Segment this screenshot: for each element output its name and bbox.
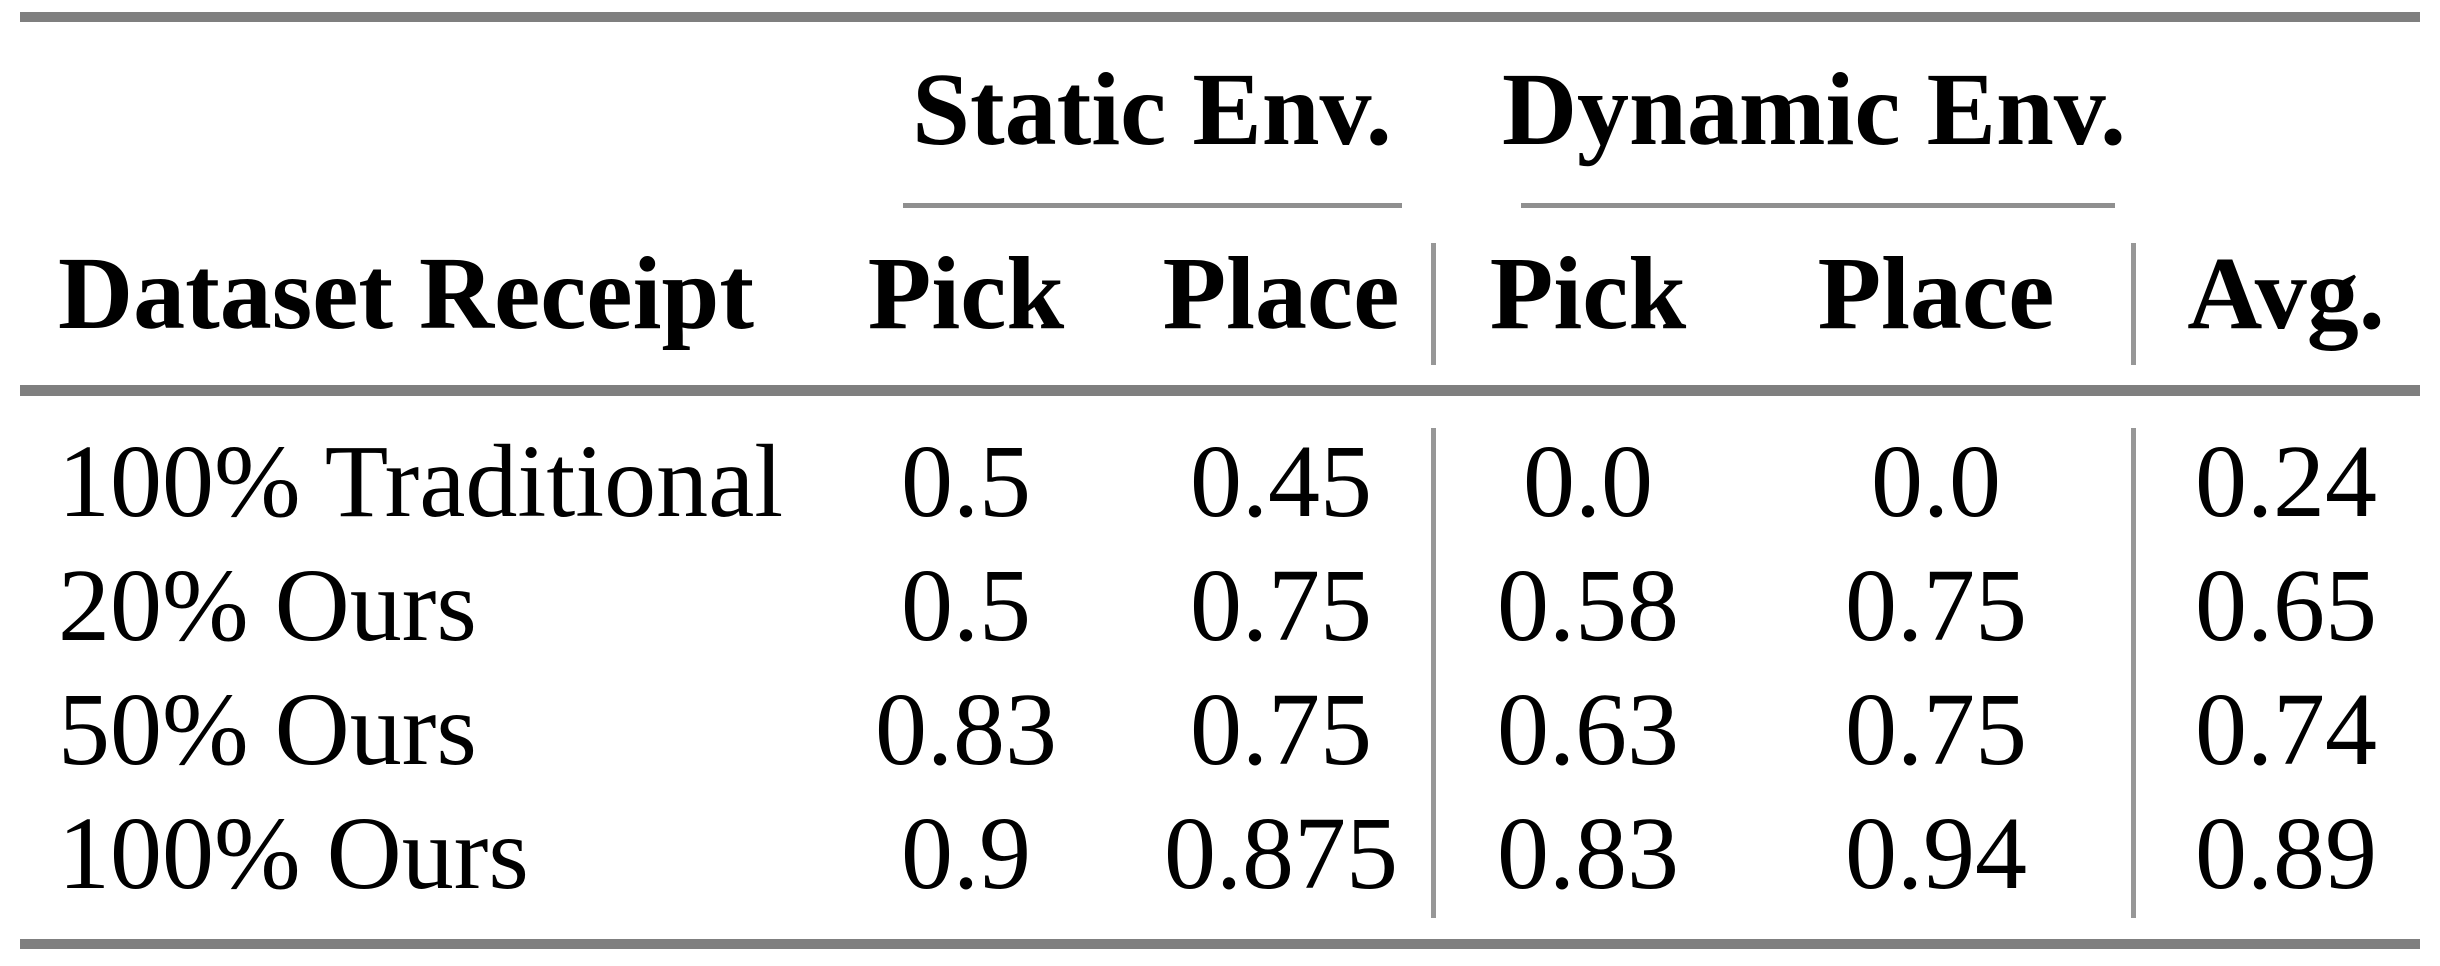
table-row: 100% Traditional 0.5 0.45 0.0 0.0 0.24 [0, 420, 2440, 544]
cell-static-place: 0.875 [1164, 796, 1398, 911]
col-header-static-pick: Pick [867, 236, 1065, 351]
cell-dynamic-pick: 0.0 [1523, 424, 1653, 539]
separator-static-dynamic-body [1431, 428, 1436, 918]
cell-dynamic-place: 0.75 [1845, 672, 2027, 787]
separator-dynamic-avg-header [2131, 243, 2136, 365]
row-label: 20% Ours [58, 548, 477, 663]
cell-dynamic-pick: 0.63 [1497, 672, 1679, 787]
cmidrule-dynamic [1521, 203, 2115, 208]
cmidrule-static [903, 203, 1402, 208]
row-label: 50% Ours [58, 672, 477, 787]
top-rule [20, 12, 2420, 22]
col-header-static-place: Place [1162, 236, 1400, 351]
row-label: 100% Ours [58, 796, 529, 911]
cell-dynamic-pick: 0.83 [1497, 796, 1679, 911]
cell-dynamic-pick: 0.58 [1497, 548, 1679, 663]
cell-avg: 0.89 [2195, 796, 2377, 911]
col-header-dynamic-place: Place [1817, 236, 2055, 351]
cell-avg: 0.65 [2195, 548, 2377, 663]
mid-rule [20, 385, 2420, 396]
cell-avg: 0.24 [2195, 424, 2377, 539]
table-row: 50% Ours 0.83 0.75 0.63 0.75 0.74 [0, 668, 2440, 792]
col-header-dataset-receipt: Dataset Receipt [58, 236, 754, 351]
cell-static-pick: 0.9 [901, 796, 1031, 911]
cell-dynamic-place: 0.94 [1845, 796, 2027, 911]
col-header-dynamic-pick: Pick [1489, 236, 1687, 351]
table-row: 100% Ours 0.9 0.875 0.83 0.94 0.89 [0, 792, 2440, 916]
table-row: 20% Ours 0.5 0.75 0.58 0.75 0.65 [0, 544, 2440, 668]
group-header-row: Static Env. Dynamic Env. [0, 48, 2440, 172]
separator-dynamic-avg-body [2131, 428, 2136, 918]
cell-dynamic-place: 0.75 [1845, 548, 2027, 663]
bottom-rule [20, 939, 2420, 949]
cell-static-place: 0.75 [1190, 548, 1372, 663]
cell-static-pick: 0.5 [901, 548, 1031, 663]
column-header-row: Dataset Receipt Pick Place Pick Place Av… [0, 230, 2440, 358]
cell-static-place: 0.45 [1190, 424, 1372, 539]
col-header-avg: Avg. [2187, 236, 2385, 351]
row-label: 100% Traditional [58, 424, 784, 539]
cell-static-pick: 0.5 [901, 424, 1031, 539]
cell-static-place: 0.75 [1190, 672, 1372, 787]
group-header-static-env: Static Env. [912, 52, 1392, 167]
separator-static-dynamic-header [1431, 243, 1436, 365]
cell-static-pick: 0.83 [875, 672, 1057, 787]
cell-dynamic-place: 0.0 [1871, 424, 2001, 539]
group-header-dynamic-env: Dynamic Env. [1501, 52, 2127, 167]
cell-avg: 0.74 [2195, 672, 2377, 787]
